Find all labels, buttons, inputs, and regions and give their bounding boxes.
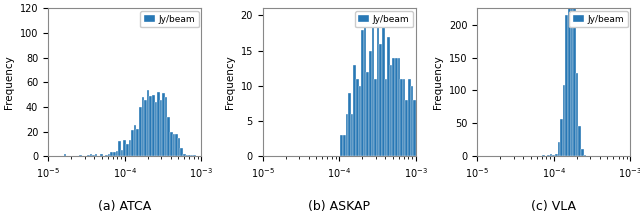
- Y-axis label: Frequency: Frequency: [225, 55, 235, 109]
- Bar: [152, 95, 154, 156]
- Bar: [571, 0, 573, 156]
- Bar: [129, 140, 131, 156]
- Bar: [186, 155, 188, 156]
- Bar: [380, 44, 382, 156]
- Bar: [180, 147, 183, 156]
- Bar: [581, 149, 584, 156]
- Bar: [136, 129, 139, 156]
- Bar: [173, 134, 175, 156]
- Bar: [364, 23, 367, 156]
- Bar: [105, 155, 108, 156]
- Bar: [175, 134, 178, 156]
- Bar: [400, 79, 403, 156]
- Bar: [63, 154, 66, 156]
- Bar: [385, 79, 387, 156]
- Bar: [110, 152, 113, 156]
- Bar: [170, 131, 173, 156]
- Bar: [369, 51, 372, 156]
- Bar: [413, 100, 416, 156]
- Bar: [121, 150, 124, 156]
- Bar: [573, 0, 576, 156]
- Bar: [134, 125, 136, 156]
- Bar: [92, 155, 95, 156]
- Bar: [193, 155, 196, 156]
- Bar: [397, 58, 400, 156]
- Text: (a) ATCA: (a) ATCA: [98, 200, 151, 211]
- Bar: [557, 142, 560, 156]
- Bar: [395, 58, 397, 156]
- Bar: [131, 130, 134, 156]
- Bar: [340, 135, 343, 156]
- Bar: [95, 154, 97, 156]
- Bar: [390, 65, 392, 156]
- Bar: [116, 151, 118, 156]
- Bar: [183, 154, 186, 156]
- Bar: [392, 58, 395, 156]
- Bar: [576, 73, 579, 156]
- Y-axis label: Frequency: Frequency: [433, 55, 444, 109]
- Bar: [79, 155, 82, 156]
- Bar: [408, 79, 411, 156]
- Bar: [377, 23, 380, 156]
- Bar: [353, 65, 356, 156]
- Bar: [141, 97, 144, 156]
- Bar: [579, 126, 581, 156]
- Bar: [374, 79, 377, 156]
- Bar: [568, 0, 571, 156]
- Bar: [362, 30, 364, 156]
- Bar: [126, 144, 129, 156]
- Bar: [406, 100, 408, 156]
- Bar: [160, 100, 163, 156]
- Bar: [584, 155, 586, 156]
- Y-axis label: Frequency: Frequency: [4, 55, 14, 109]
- Bar: [113, 152, 116, 156]
- Bar: [157, 92, 160, 156]
- Bar: [188, 155, 191, 156]
- Bar: [168, 117, 170, 156]
- Bar: [348, 93, 351, 156]
- Bar: [563, 85, 566, 156]
- Bar: [403, 79, 406, 156]
- Bar: [90, 154, 92, 156]
- Bar: [165, 97, 168, 156]
- Bar: [358, 86, 362, 156]
- Text: (c) VLA: (c) VLA: [531, 200, 576, 211]
- Bar: [163, 93, 165, 156]
- Bar: [191, 155, 193, 156]
- Bar: [411, 86, 413, 156]
- Bar: [118, 141, 121, 156]
- Bar: [387, 37, 390, 156]
- Bar: [87, 155, 90, 156]
- Bar: [372, 23, 374, 156]
- Bar: [149, 96, 152, 156]
- Bar: [147, 90, 149, 156]
- Bar: [382, 23, 385, 156]
- Bar: [100, 154, 102, 156]
- Bar: [124, 140, 126, 156]
- Bar: [560, 119, 563, 156]
- Bar: [351, 114, 353, 156]
- Bar: [356, 79, 358, 156]
- Bar: [555, 154, 557, 156]
- Legend: Jy/beam: Jy/beam: [355, 11, 413, 27]
- Bar: [550, 154, 552, 156]
- Bar: [346, 114, 348, 156]
- Bar: [566, 15, 568, 156]
- Bar: [367, 72, 369, 156]
- Bar: [178, 138, 180, 156]
- Bar: [139, 107, 141, 156]
- Bar: [154, 102, 157, 156]
- Legend: Jy/beam: Jy/beam: [140, 11, 198, 27]
- Bar: [108, 154, 110, 156]
- Text: (b) ASKAP: (b) ASKAP: [308, 200, 370, 211]
- Bar: [144, 100, 147, 156]
- Legend: Jy/beam: Jy/beam: [570, 11, 628, 27]
- Bar: [343, 135, 346, 156]
